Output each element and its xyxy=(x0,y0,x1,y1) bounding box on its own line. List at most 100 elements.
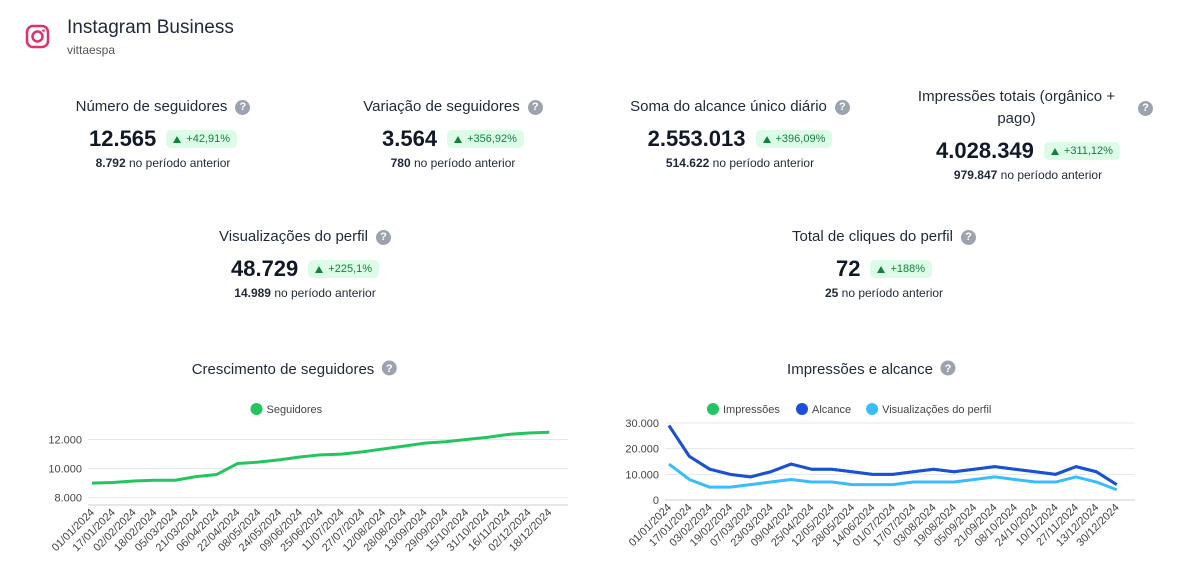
kpi-value: 72 xyxy=(835,256,861,281)
y-tick-label: 30.000 xyxy=(625,418,659,430)
previous-value: 979.847 xyxy=(953,168,998,182)
kpi-title-wrap: Total de cliques do perfil? xyxy=(739,226,1029,248)
kpi-title-row: Visualizações do perfil? xyxy=(219,226,391,248)
up-arrow xyxy=(173,135,182,143)
change-badge: +396,09% xyxy=(755,130,833,148)
previous-text: no período anterior xyxy=(712,156,815,170)
previous-value: 8.792 xyxy=(95,156,126,170)
previous-row: 8.792 no período anterior xyxy=(18,156,308,170)
up-arrow xyxy=(762,135,771,143)
kpi-card: Impressões totais (orgânico + pago)? 4.02… xyxy=(883,86,1173,182)
change-badge: +188% xyxy=(870,260,933,278)
instagram-icon xyxy=(25,24,50,49)
help-icon xyxy=(940,360,956,376)
kpi-title: Impressões totais (orgânico + pago) xyxy=(917,88,1116,127)
kpi-row: 12.565 +42,91% xyxy=(18,126,308,152)
previous-text: no período anterior xyxy=(841,286,944,300)
previous-value: 514.622 xyxy=(665,156,710,170)
chart-title: Impressões e alcance xyxy=(787,361,933,378)
change-badge: +356,92% xyxy=(447,130,524,148)
change-text: +311,12% xyxy=(1063,145,1113,157)
kpi-title-row: Soma do alcance único diário? xyxy=(630,96,850,118)
chart-title: Crescimento de seguidores xyxy=(192,361,375,378)
kpi-card: Número de seguidores? 12.565 +42,91% 8.792 … xyxy=(18,96,308,170)
kpi-value: 3.564 xyxy=(382,126,438,151)
legend-label: Seguidores xyxy=(267,404,323,416)
page-subtitle: vittaespa xyxy=(67,43,116,57)
kpi-title: Soma do alcance único diário xyxy=(630,98,827,115)
help-icon: ? xyxy=(1138,100,1153,116)
kpi-title: Número de seguidores xyxy=(75,98,228,115)
series-line xyxy=(91,430,550,485)
previous-text: no período anterior xyxy=(274,286,376,300)
kpi-title-wrap: Impressões totais (orgânico + pago)? xyxy=(883,86,1173,130)
kpi-title-row: Impressões totais (orgânico + pago)? xyxy=(903,86,1153,130)
previous-value: 14.989 xyxy=(234,286,271,300)
y-tick-label: 10.000 xyxy=(625,469,659,481)
help-icon xyxy=(381,360,397,376)
kpi-title-wrap: Número de seguidores? xyxy=(18,96,308,118)
kpi-card: Soma do alcance único diário? 2.553.013 +3… xyxy=(595,96,885,170)
up-arrow xyxy=(1050,147,1059,155)
kpi-value: 4.028.349 xyxy=(936,138,1034,163)
kpi-title: Variação de seguidores xyxy=(363,98,520,115)
help-icon: ? xyxy=(834,99,850,115)
previous-row: 514.622 no período anterior xyxy=(595,156,885,170)
legend-label: Alcance xyxy=(812,404,851,416)
kpi-row: 3.564 +356,92% xyxy=(308,126,598,152)
previous-value: 25 xyxy=(824,286,839,300)
kpi-row: 72 +188% xyxy=(739,256,1029,282)
series-line xyxy=(668,462,1118,492)
change-text: +188% xyxy=(890,263,926,275)
help-icon: ? xyxy=(960,229,976,245)
help-icon: ? xyxy=(235,99,251,115)
previous-text: no período anterior xyxy=(413,156,516,170)
change-text: +42,91% xyxy=(186,133,231,145)
legend-label: Visualizações do perfil xyxy=(882,404,991,416)
previous-value: 780 xyxy=(390,156,411,170)
change-text: +225,1% xyxy=(328,263,373,275)
y-tick-label: 8.000 xyxy=(54,493,82,505)
kpi-title-wrap: Soma do alcance único diário? xyxy=(595,96,885,118)
previous-row: 780 no período anterior xyxy=(308,156,598,170)
kpi-card: Visualizações do perfil? 48.729 +225,1% 14.… xyxy=(160,226,450,300)
change-badge: +42,91% xyxy=(166,130,238,148)
kpi-value: 2.553.013 xyxy=(647,126,746,151)
legend-label: Impressões xyxy=(723,404,780,416)
kpi-value: 12.565 xyxy=(88,126,157,151)
kpi-row: 2.553.013 +396,09% xyxy=(595,126,885,152)
previous-row: 14.989 no período anterior xyxy=(160,286,450,300)
legend-swatch xyxy=(796,403,808,415)
up-arrow xyxy=(877,265,886,273)
kpi-title-row: Número de seguidores? xyxy=(76,96,251,118)
help-icon: ? xyxy=(375,229,391,245)
kpi-title-wrap: Variação de seguidores? xyxy=(308,96,598,118)
up-arrow xyxy=(315,265,324,273)
help-icon-text: ? xyxy=(386,363,393,375)
help-icon: ? xyxy=(527,99,543,115)
change-badge: +225,1% xyxy=(308,260,380,278)
legend-swatch xyxy=(250,403,263,415)
change-text: +356,92% xyxy=(467,133,517,145)
up-arrow xyxy=(454,135,463,143)
kpi-title: Total de cliques do perfil xyxy=(792,228,953,245)
y-tick-label: 0 xyxy=(653,495,659,507)
kpi-row: 4.028.349 +311,12% xyxy=(883,138,1173,164)
change-text: +396,09% xyxy=(775,133,826,145)
legend-swatch xyxy=(707,403,719,415)
previous-text: no período anterior xyxy=(1000,168,1103,182)
y-tick-label: 10.000 xyxy=(48,464,82,476)
kpi-value: 48.729 xyxy=(230,256,299,281)
kpi-title-wrap: Visualizações do perfil? xyxy=(160,226,450,248)
previous-row: 25 no período anterior xyxy=(739,286,1029,300)
change-badge: +311,12% xyxy=(1043,142,1120,160)
previous-text: no período anterior xyxy=(128,156,231,170)
kpi-card: Variação de seguidores? 3.564 +356,92% 780 … xyxy=(308,96,598,170)
y-tick-label: 20.000 xyxy=(625,444,659,456)
help-icon-text: ? xyxy=(945,363,952,375)
kpi-title: Visualizações do perfil xyxy=(219,228,368,245)
page-title: Instagram Business xyxy=(67,17,234,38)
kpi-title-row: Variação de seguidores? xyxy=(363,96,543,118)
